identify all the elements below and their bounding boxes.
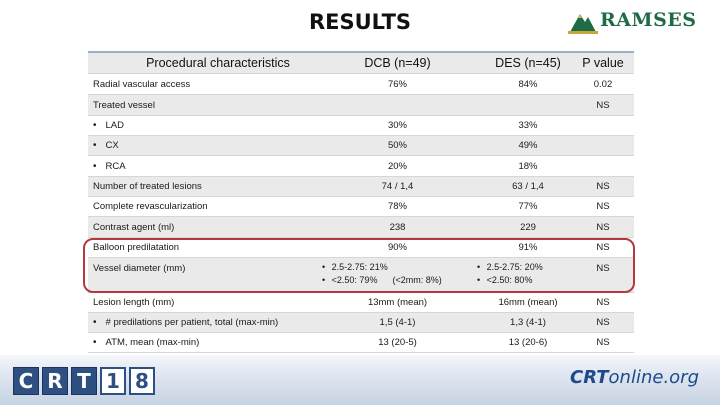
row-label: Vessel diameter (mm) <box>93 263 186 274</box>
row-dcb: 78% <box>387 201 407 212</box>
row-label: RCA <box>93 161 126 172</box>
table-row: CX 50% 49% <box>88 135 634 155</box>
row-des: 49% <box>518 140 538 151</box>
list-item: <2.50: 79% (<2mm: 8%) <box>322 274 442 287</box>
row-des: 1,3 (4-1) <box>510 317 546 328</box>
table-row: Balloon predilatation 90% 91% NS <box>88 237 634 257</box>
row-label: Number of treated lesions <box>93 181 202 192</box>
row-des: 16mm (mean) <box>498 297 558 308</box>
row-dcb: 1,5 (4-1) <box>379 317 416 328</box>
row-dcb: 238 <box>389 221 406 233</box>
list-item: <2.50: 80% <box>477 274 543 287</box>
row-label: # predilations per patient, total (max-m… <box>93 317 279 328</box>
row-pvalue: NS <box>596 263 610 274</box>
header-pvalue: P value <box>582 56 624 70</box>
row-label: Treated vessel <box>93 99 155 111</box>
row-pvalue: NS <box>596 297 610 308</box>
des-bullet-list: 2.5-2.75: 20% <2.50: 80% <box>477 261 543 287</box>
crt-letter: T <box>71 367 97 395</box>
highlight-box <box>83 238 635 293</box>
row-pvalue: NS <box>596 99 610 111</box>
crt18-logo: C R T 1 8 <box>13 367 155 395</box>
row-pvalue: NS <box>596 337 610 348</box>
row-pvalue: NS <box>596 221 610 233</box>
footer-bar: C R T 1 8 CRTonline.org <box>0 355 720 405</box>
row-pvalue: NS <box>596 242 610 253</box>
row-dcb: 50% <box>387 140 407 151</box>
crtonline-logo-crt: CRT <box>570 367 609 388</box>
row-dcb: 20% <box>387 160 407 172</box>
list-item: 2.5-2.75: 21% <box>322 261 442 274</box>
row-dcb: 74 / 1,4 <box>381 181 414 192</box>
row-label: ATM, mean (max-min) <box>93 337 200 348</box>
row-des: 91% <box>518 242 538 253</box>
header-label: Procedural characteristics <box>146 56 290 70</box>
row-des: 77% <box>518 201 538 212</box>
row-dcb: 13mm (mean) <box>367 297 428 308</box>
dcb-bullet-list: 2.5-2.75: 21% <2.50: 79% (<2mm: 8%) <box>322 261 442 287</box>
crtonline-logo: CRTonline.org <box>570 367 699 388</box>
row-pvalue <box>573 116 633 135</box>
row-label: Radial vascular access <box>93 78 191 90</box>
row-pvalue <box>573 156 633 176</box>
row-des: 33% <box>518 120 538 131</box>
row-des: 84% <box>518 78 538 90</box>
header-des: DES (n=45) <box>495 56 561 70</box>
crt-letter: C <box>13 367 39 395</box>
row-dcb: 76% <box>387 78 407 90</box>
table-row: Number of treated lesions 74 / 1,4 63 / … <box>88 176 634 196</box>
row-des: 13 (20-6) <box>508 337 548 348</box>
table-row: ATM, mean (max-min) 13 (20-5) 13 (20-6) … <box>88 332 634 353</box>
crt-letter: R <box>42 367 68 395</box>
table-row: # predilations per patient, total (max-m… <box>88 312 634 332</box>
row-dcb: 90% <box>387 242 407 253</box>
row-dcb: 30% <box>387 120 407 131</box>
row-pvalue: NS <box>596 201 610 212</box>
row-pvalue: 0.02 <box>593 78 613 90</box>
row-label: Balloon predilatation <box>93 242 180 253</box>
header-dcb: DCB (n=49) <box>364 56 431 70</box>
mountain-icon <box>568 14 598 34</box>
table-row: RCA 20% 18% <box>88 155 634 176</box>
table-header: Procedural characteristics DCB (n=49) DE… <box>88 51 634 73</box>
row-des: 63 / 1,4 <box>512 181 544 192</box>
ramses-logo: RAMSES <box>568 6 696 36</box>
table-row: Treated vessel NS <box>88 94 634 115</box>
row-pvalue: NS <box>596 181 610 192</box>
row-dcb: 13 (20-5) <box>378 337 417 348</box>
crt-letter: 8 <box>129 367 155 395</box>
slide-title: RESULTS <box>308 10 412 34</box>
row-label: Contrast agent (ml) <box>93 221 175 233</box>
ramses-logo-text: RAMSES <box>600 9 697 31</box>
crt-letter: 1 <box>100 367 126 395</box>
row-des <box>473 95 583 115</box>
table-row: Radial vascular access 76% 84% 0.02 <box>88 73 634 94</box>
row-dcb <box>340 95 455 115</box>
list-item: 2.5-2.75: 20% <box>477 261 543 274</box>
row-label: Lesion length (mm) <box>93 297 175 308</box>
row-label: LAD <box>93 120 124 131</box>
table-row: Vessel diameter (mm) 2.5-2.75: 21% <2.50… <box>88 257 634 292</box>
row-des: 229 <box>520 221 536 233</box>
table-row: Complete revascularization 78% 77% NS <box>88 196 634 216</box>
table-row: Contrast agent (ml) 238 229 NS <box>88 216 634 237</box>
row-label: Complete revascularization <box>93 201 208 212</box>
row-des: 18% <box>518 160 538 172</box>
row-label: CX <box>93 140 119 151</box>
row-pvalue: NS <box>596 317 610 328</box>
table-row: Lesion length (mm) 13mm (mean) 16mm (mea… <box>88 292 634 312</box>
crtonline-logo-domain: online.org <box>608 367 700 388</box>
table-row: LAD 30% 33% <box>88 115 634 135</box>
row-pvalue <box>573 136 633 155</box>
results-table: Procedural characteristics DCB (n=49) DE… <box>88 51 634 353</box>
